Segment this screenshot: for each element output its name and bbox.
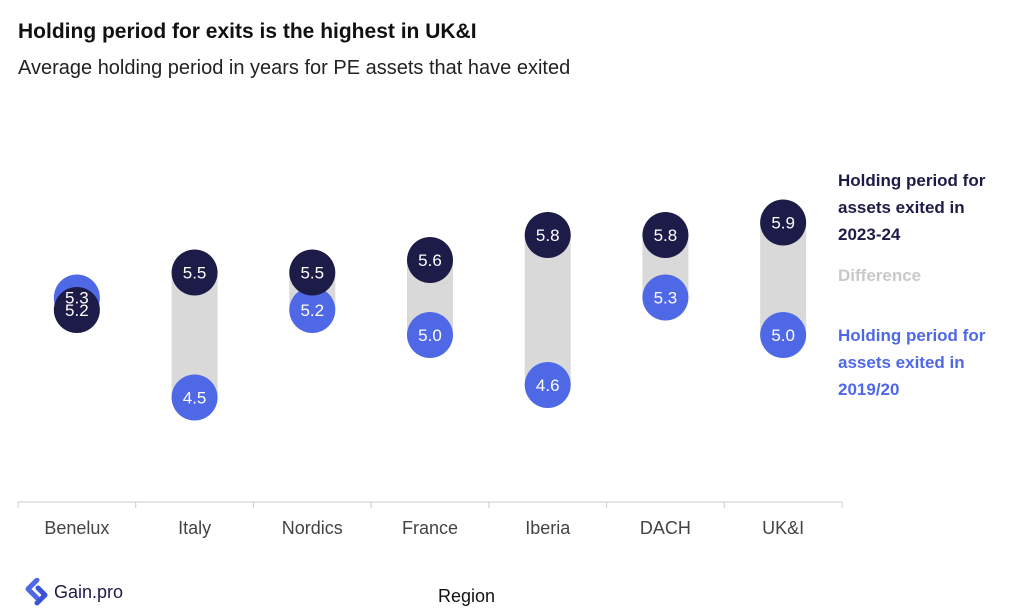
point-2019-20 xyxy=(760,312,807,358)
x-tick-label: Italy xyxy=(178,518,211,538)
data-label: 4.5 xyxy=(183,389,207,408)
data-label: 5.2 xyxy=(65,301,89,320)
x-tick-label: France xyxy=(402,518,458,538)
point-2019-20 xyxy=(289,287,336,333)
data-label: 5.3 xyxy=(65,289,89,308)
data-label: 5.5 xyxy=(300,264,324,283)
point-2023-24 xyxy=(760,199,807,246)
legend-earlier: Holding period for assets exited in 2019… xyxy=(838,326,986,399)
brand-logo: Gain.pro xyxy=(24,578,123,606)
legend-difference: Difference xyxy=(838,266,922,285)
point-2023-24 xyxy=(642,212,689,258)
brand-name: Gain.pro xyxy=(54,581,124,602)
point-2019-20 xyxy=(171,374,218,421)
data-label: 5.3 xyxy=(654,289,678,308)
x-tick-label: Benelux xyxy=(44,518,109,538)
x-tick-label: DACH xyxy=(640,518,691,538)
point-2023-24 xyxy=(171,249,218,296)
x-tick-label: UK&I xyxy=(762,518,804,538)
data-label: 5.0 xyxy=(418,326,442,345)
x-axis-title: Region xyxy=(438,586,496,606)
data-label: 5.9 xyxy=(771,214,795,233)
point-2019-20 xyxy=(407,312,453,358)
point-2023-24 xyxy=(289,249,336,296)
data-points: 5.35.24.55.55.25.55.05.64.65.85.35.85.05… xyxy=(53,199,807,421)
point-2019-20 xyxy=(524,362,571,408)
difference-bar xyxy=(524,235,571,385)
x-tick-label: Iberia xyxy=(525,518,571,538)
data-label: 5.5 xyxy=(183,264,207,283)
x-axis-ticks: Benelux Italy Nordics France Iberia DACH UK&I xyxy=(17,502,843,538)
chart-title: Holding period for exits is the highest … xyxy=(18,20,477,43)
x-tick-label: Nordics xyxy=(282,518,343,538)
point-2023-24 xyxy=(524,212,571,258)
gain-logo-icon xyxy=(25,578,48,606)
data-label: 5.8 xyxy=(654,226,678,245)
point-2023-24 xyxy=(53,287,100,333)
data-label: 4.6 xyxy=(536,376,560,395)
legend-recent: Holding period for assets exited in 2023… xyxy=(838,171,986,244)
data-label: 5.2 xyxy=(300,301,324,320)
chart-subtitle: Average holding period in years for PE a… xyxy=(18,57,571,79)
data-label: 5.8 xyxy=(536,226,560,245)
data-label: 5.0 xyxy=(771,326,795,345)
point-2019-20 xyxy=(642,274,689,321)
point-2023-24 xyxy=(407,237,453,283)
data-label: 5.6 xyxy=(418,251,442,270)
